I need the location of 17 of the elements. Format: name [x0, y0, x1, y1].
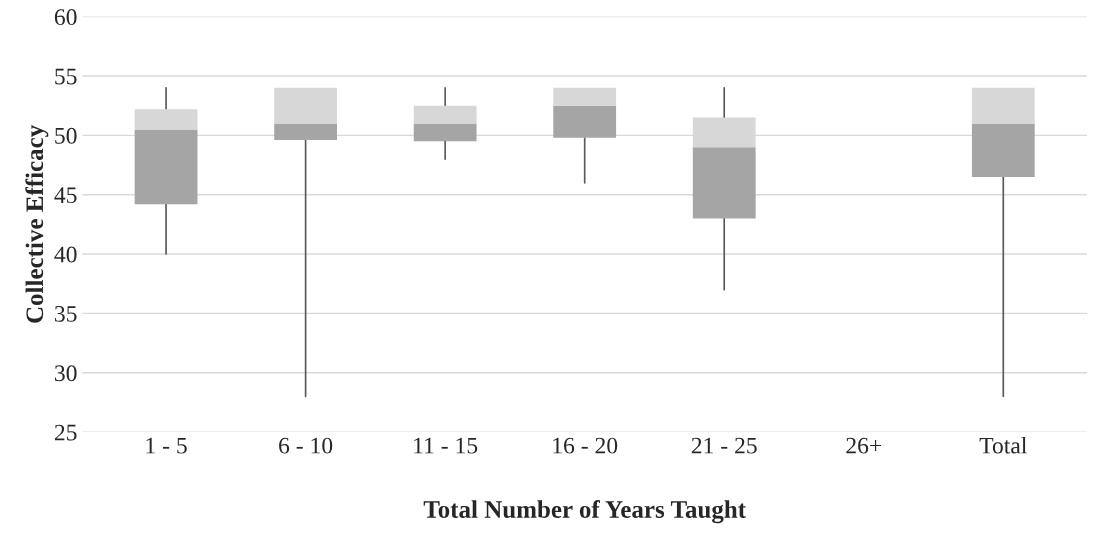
- x-tick-label: 21 - 25: [691, 437, 757, 454]
- x-tick-label: 11 - 15: [414, 437, 478, 454]
- y-tick-label: 30: [55, 365, 77, 382]
- y-tick-label: 45: [54, 187, 77, 204]
- y-tick-label: 40: [54, 246, 77, 263]
- y-tick-label: 35: [55, 305, 77, 322]
- x-tick-label: 26+: [846, 437, 882, 454]
- y-axis-title: Collective Efficacy: [25, 125, 49, 323]
- y-tick-label: 25: [54, 424, 77, 441]
- y-tick-label: 50: [55, 127, 77, 144]
- x-tick-label: 1 - 5: [146, 437, 187, 454]
- x-tick-label: 16 - 20: [553, 437, 618, 454]
- x-axis-title: Total Number of Years Taught: [423, 500, 746, 524]
- x-tick-label: Total: [979, 436, 1027, 454]
- y-tick-label: 55: [55, 68, 77, 85]
- x-tick-label: 6 - 10: [279, 437, 333, 454]
- y-tick-label: 60: [54, 9, 77, 26]
